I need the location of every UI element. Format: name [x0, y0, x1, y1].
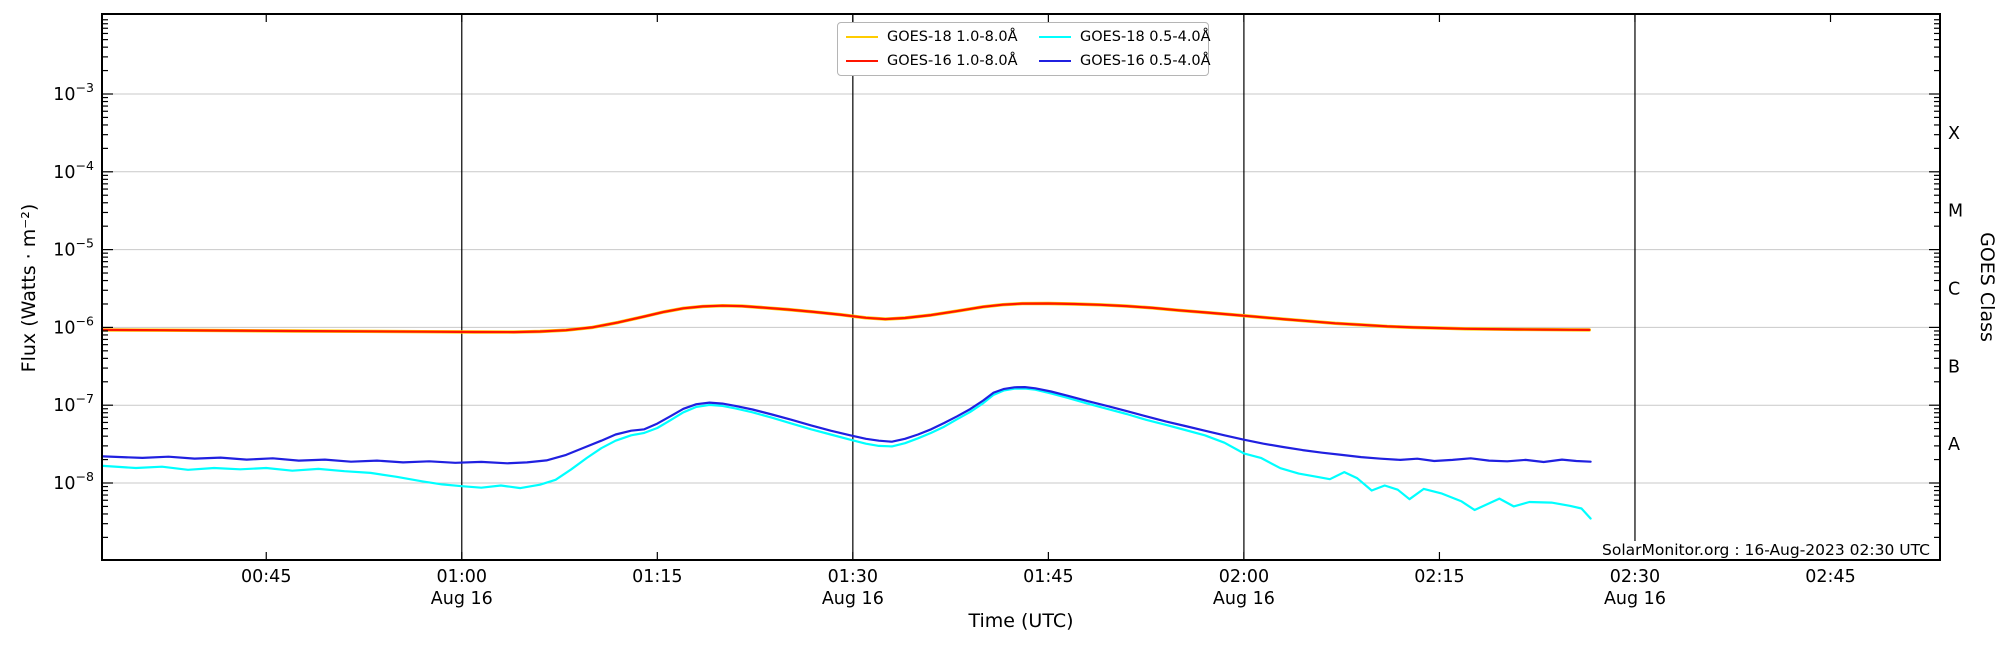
y-tick-label: 10−8 [53, 469, 94, 494]
legend-entry: GOES-16 0.5-4.0Å [1039, 49, 1211, 73]
goes-class-labels: X M C B A [1948, 124, 1963, 455]
series-line-goes-16-0-5-4-0- [102, 386, 1592, 465]
x-tick-label: 01:00 [437, 567, 487, 587]
vertical-date-lines [461, 14, 1636, 560]
goes-class-letter: C [1948, 280, 1960, 300]
x-date-label: Aug 16 [431, 589, 493, 609]
legend-line-sample [846, 36, 878, 38]
goes-class-letter: B [1948, 357, 1960, 377]
y-tick-label: 10−4 [53, 158, 94, 183]
x-date-label: Aug 16 [1604, 589, 1666, 609]
x-date-label: Aug 16 [822, 589, 884, 609]
legend-box: GOES-18 1.0-8.0Å GOES-18 0.5-4.0Å GOES-16 … [837, 22, 1211, 76]
y-tick-labels: 10−3 10−4 10−5 10−6 10−7 10−8 [53, 80, 94, 494]
x-axis-title: Time (UTC) [968, 610, 1074, 632]
x-tick-label: 01:15 [632, 567, 682, 587]
legend-label: GOES-16 0.5-4.0Å [1080, 53, 1211, 69]
decade-gridlines [102, 93, 1940, 484]
x-tick-label: 02:30 [1610, 567, 1660, 587]
y-tick-label: 10−3 [53, 80, 94, 105]
legend-label: GOES-16 1.0-8.0Å [887, 53, 1018, 69]
x-tick-label: 02:00 [1219, 567, 1269, 587]
series-line-goes-18-0-5-4-0- [102, 387, 1592, 520]
x-tick-label: 01:45 [1023, 567, 1073, 587]
legend-line-sample [1039, 60, 1071, 62]
legend-entry: GOES-18 1.0-8.0Å [846, 25, 1039, 49]
goes-class-letter: M [1948, 202, 1963, 222]
axis-ticks [102, 14, 1940, 560]
x-date-label: Aug 16 [1213, 589, 1275, 609]
plot-frame [101, 13, 1941, 561]
goes-class-letter: A [1948, 435, 1960, 455]
right-axis-title: GOES Class [1976, 232, 1998, 342]
x-tick-label: 02:45 [1805, 567, 1855, 587]
watermark-text: SolarMonitor.org : 16-Aug-2023 02:30 UTC [1600, 541, 1932, 559]
legend-label: GOES-18 0.5-4.0Å [1080, 29, 1211, 45]
legend-line-sample [1039, 36, 1071, 38]
y-tick-label: 10−7 [53, 391, 94, 416]
y-tick-label: 10−5 [53, 236, 94, 261]
x-tick-label: 01:30 [828, 567, 878, 587]
x-tick-label: 02:15 [1414, 567, 1464, 587]
goes-class-letter: X [1948, 124, 1960, 144]
legend-label: GOES-18 1.0-8.0Å [887, 29, 1018, 45]
x-tick-label: 00:45 [241, 567, 291, 587]
y-tick-label: 10−6 [53, 313, 94, 338]
legend-entry: GOES-16 1.0-8.0Å [846, 49, 1039, 73]
legend-entry: GOES-18 0.5-4.0Å [1039, 25, 1211, 49]
legend-line-sample [846, 60, 878, 62]
y-axis-title: Flux (Watts · m⁻²) [18, 203, 40, 373]
series-line-goes-16-1-0-8-0- [102, 302, 1591, 334]
